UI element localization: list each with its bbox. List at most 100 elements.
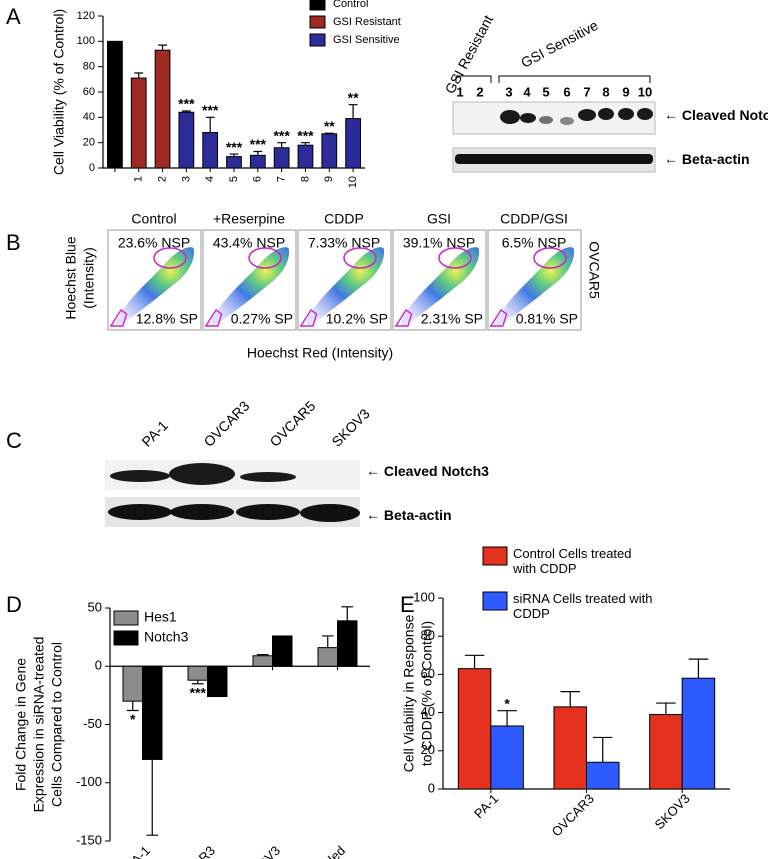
lane-label: 3 [505,84,512,99]
x-tick-label: 2 [156,176,168,182]
condition-label: CDDP/GSI [500,211,568,227]
bar [345,118,361,169]
y-tick-label: 20 [421,742,435,757]
bar [178,111,195,169]
bar [202,132,219,169]
bar [154,49,171,169]
bar [107,40,123,169]
significance: ** [348,89,359,105]
y-tick-label: 60 [421,666,435,681]
axis-title: Hoechst Red (Intensity) [247,345,393,361]
lane-label: OVCAR3 [200,398,252,450]
error-bar [181,110,191,113]
y-tick-label: 60 [83,86,95,98]
error-bar [341,606,354,621]
x-tick-label: OVCAR3 [170,843,218,859]
band-label: ← Beta-actin [664,151,750,167]
legend-label: GSI Sensitive [333,34,400,46]
significance: *** [178,96,195,112]
error-bar [656,702,676,715]
y-axis-title: to CDDP (% of Control) [419,621,435,766]
x-tick-label: 6 [252,176,264,182]
significance: * [504,695,510,711]
error-bar [593,736,613,763]
error-bar [560,690,580,707]
nsp-label: 7.33% NSP [308,235,380,251]
y-tick-label: 100 [77,35,95,47]
error-bar [497,710,517,726]
error-bar [146,759,159,836]
significance: ** [324,118,335,134]
condition-label: CDDP [324,211,364,227]
lane-label: 2 [476,84,483,99]
legend-swatch [113,610,139,626]
bar [649,714,683,790]
y-axis-title: Fold Change in Gene [13,658,29,791]
y-tick-label: 40 [421,704,435,719]
significance: * [130,711,136,727]
lane-label: 1 [456,84,463,99]
x-tick-label: 8 [299,176,311,182]
error-bar [348,104,358,119]
x-tick-label: 10 [347,176,359,188]
error-bar [158,44,167,51]
nsp-gate [153,247,187,269]
legend-label: GSI Resistant [333,16,401,28]
x-tick-label: PA-1 [471,791,501,821]
lane-label: PA-1 [138,417,171,450]
x-tick-label: SKOV3 [651,791,692,832]
lane-label: 6 [563,84,570,99]
x-tick-label: 3 [180,176,192,182]
y-tick-label: 0 [89,162,95,174]
bar [252,655,273,667]
bar [681,677,716,790]
sp-label: 10.2% SP [326,311,388,327]
bar [337,620,358,667]
y-axis-title: Cell Viability in Response [401,614,417,772]
bar [321,133,338,169]
legend-label: siRNA Cells treated with CDDP [513,591,653,621]
y-tick-label: 0 [428,780,435,795]
band-label: ← Beta-actin [366,507,452,523]
nsp-label: 6.5% NSP [502,235,567,251]
condition-label: +Reserpine [213,211,285,227]
panel-letter: A [6,4,21,29]
significance: *** [226,139,243,155]
error-bar [134,72,144,79]
bar [586,761,620,790]
bar [130,77,147,169]
condition-label: Control [131,211,176,227]
nsp-label: 23.6% NSP [118,235,190,251]
panel-letter: B [6,230,21,255]
y-tick-label: 20 [83,137,95,149]
bar [226,156,242,169]
legend-box: Control Cells treated with CDDP [513,546,632,576]
bar [457,668,492,790]
bar [207,665,228,698]
nsp-gate [343,247,377,269]
significance: *** [190,684,207,700]
legend-swatch [309,0,326,11]
legend-swatch [309,15,326,29]
legend-swatch [309,33,326,47]
lane-label: 8 [602,84,609,99]
error-bar [324,132,334,134]
x-tick-label: Scrambled [294,843,349,859]
error-bar [321,635,334,648]
y-tick-label: 40 [83,111,95,123]
legend-label: Control Cells treated with CDDP [513,546,632,576]
x-tick-label: SKOV3 [242,843,283,859]
x-tick-label: OVCAR3 [549,791,597,839]
bar [317,647,338,667]
bar [297,144,314,169]
lane-label: 7 [583,84,590,99]
lane-label: SKOV3 [328,405,372,449]
bar [142,665,163,760]
legend-swatch [482,591,508,611]
error-bar [191,680,204,685]
lane-label: 9 [622,84,629,99]
significance: *** [202,102,219,118]
legend-box: siRNA Cells treated with CDDP [513,591,653,621]
y-tick-label: 0 [95,658,102,673]
axis-title: (Intensity) [81,247,97,308]
